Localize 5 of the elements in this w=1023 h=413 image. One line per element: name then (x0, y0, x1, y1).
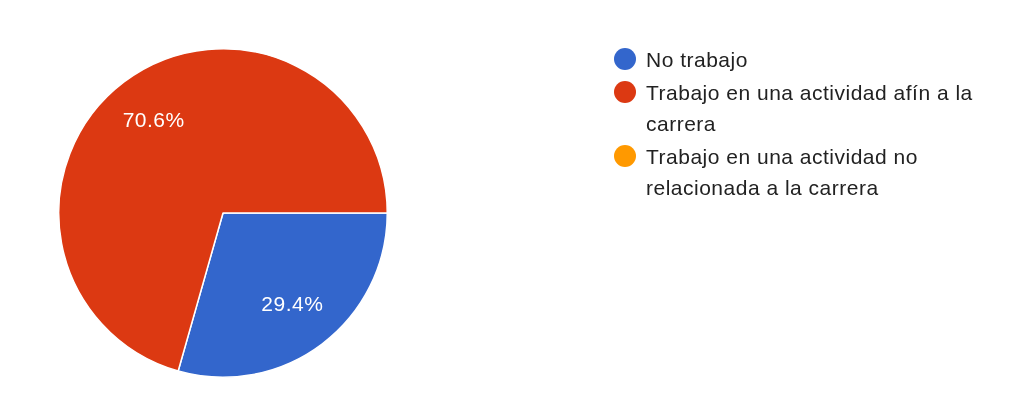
legend-label: No trabajo (646, 47, 749, 73)
legend-label: Trabajo en una actividad afín a la carrera (646, 80, 974, 137)
data-label: 70.6% (122, 108, 185, 132)
legend-label: Trabajo en una actividad no relacionada a la carrera (646, 144, 919, 201)
data-label: 29.4% (261, 291, 324, 315)
